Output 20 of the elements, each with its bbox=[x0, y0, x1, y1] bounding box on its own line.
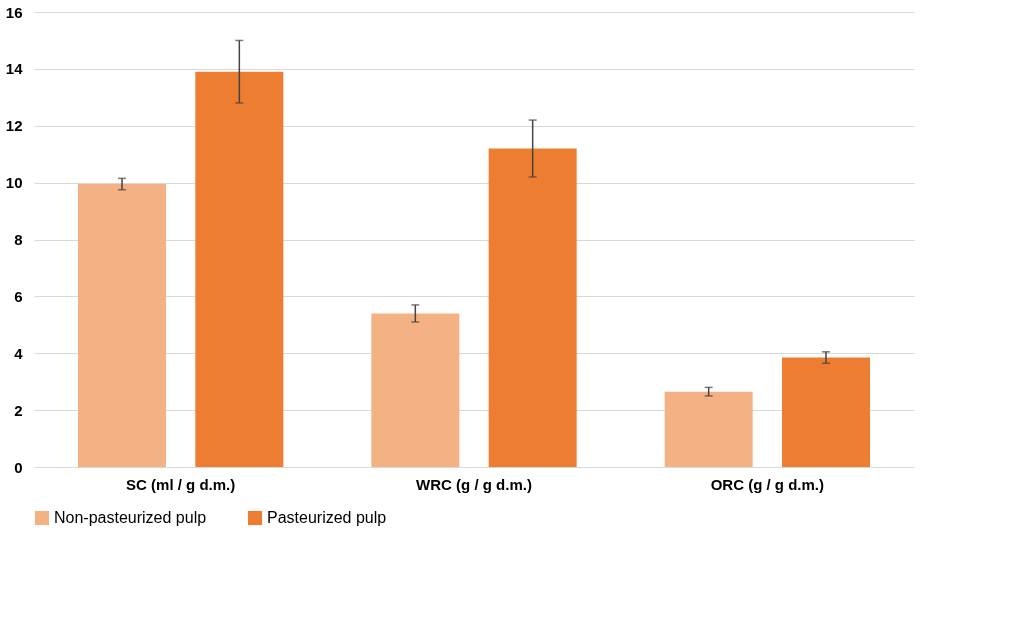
bar bbox=[371, 313, 460, 467]
bar bbox=[195, 71, 284, 467]
y-tick-label: 12 bbox=[5, 117, 23, 135]
bar bbox=[78, 184, 166, 467]
bar bbox=[488, 148, 577, 467]
y-tick-label: 0 bbox=[14, 458, 23, 476]
y-tick-label: 10 bbox=[5, 174, 23, 192]
y-tick-label: 16 bbox=[5, 3, 23, 21]
x-tick-label: SC (ml / g d.m.) bbox=[126, 475, 236, 493]
y-tick-label: 14 bbox=[5, 60, 24, 78]
y-tick-label: 8 bbox=[14, 231, 23, 248]
y-tick-label: 2 bbox=[14, 401, 23, 419]
legend-label: Pasteurized pulp bbox=[267, 509, 387, 526]
legend-label: Non-pasteurized pulp bbox=[54, 509, 207, 526]
bar bbox=[664, 391, 753, 467]
y-tick-label: 4 bbox=[14, 344, 24, 362]
x-tick-label: WRC (g / g d.m.) bbox=[416, 475, 532, 493]
y-tick-label: 6 bbox=[14, 287, 23, 305]
bar bbox=[782, 357, 870, 467]
x-tick-label: ORC (g / g d.m.) bbox=[710, 475, 824, 493]
